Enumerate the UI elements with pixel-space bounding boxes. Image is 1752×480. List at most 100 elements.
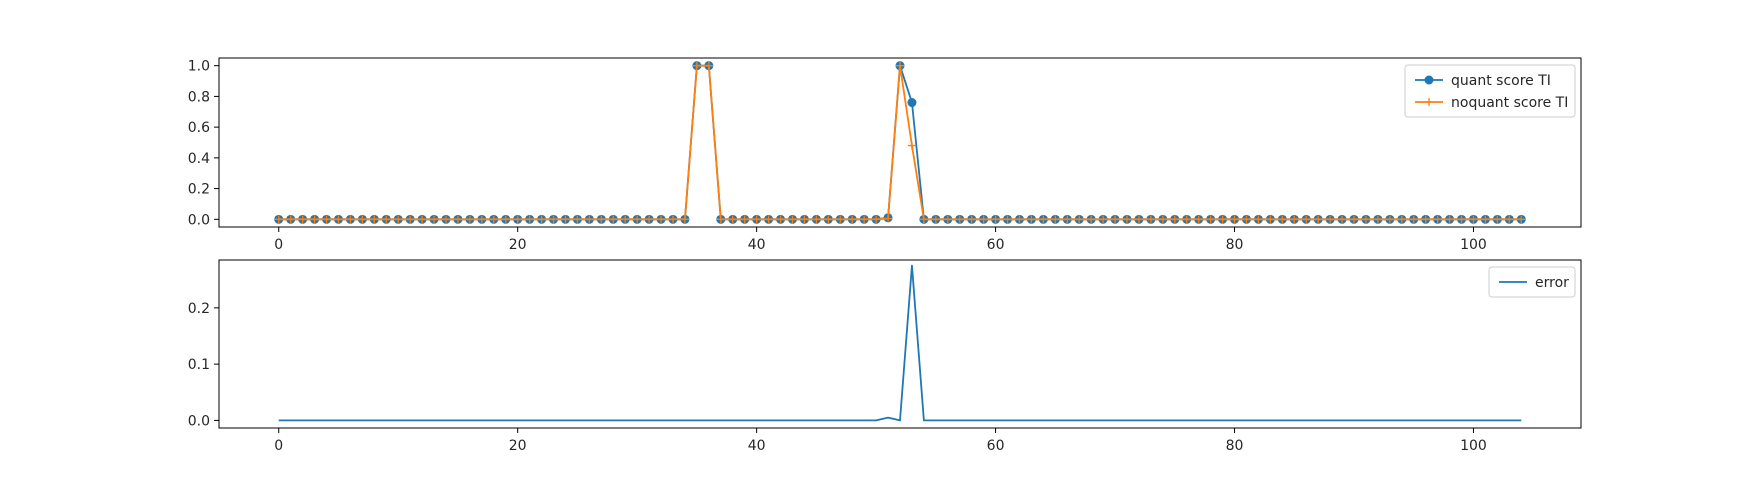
- x-tick-label: 0: [274, 438, 283, 454]
- data-point: [896, 61, 904, 70]
- data-point: [573, 215, 582, 224]
- data-point: [358, 215, 367, 224]
- data-point: [1505, 215, 1514, 224]
- data-point: [1326, 215, 1335, 224]
- x-tick-label: 20: [509, 438, 527, 454]
- data-point: [1015, 215, 1024, 224]
- legend-marker: [1425, 98, 1433, 106]
- data-point: [1409, 215, 1418, 224]
- data-point: [1182, 215, 1191, 224]
- legend-marker: [1424, 75, 1434, 85]
- data-point: [513, 215, 522, 224]
- data-point: [430, 215, 439, 224]
- data-point: [609, 215, 618, 224]
- y-tick-label: 0.0: [188, 413, 210, 429]
- axes-frame: [218, 259, 1582, 429]
- data-point: [1433, 215, 1442, 224]
- data-point: [1075, 215, 1084, 224]
- data-point: [442, 215, 450, 224]
- bottom-panel: 0 20 40 60 80 100 0.0 0.1 0.2 error: [188, 259, 1582, 454]
- data-point: [394, 215, 403, 224]
- x-tick-label: 40: [748, 237, 766, 253]
- data-point: [310, 215, 319, 224]
- y-tick-label: 0.2: [188, 182, 210, 198]
- data-point: [322, 215, 331, 224]
- y-tick-label: 0.1: [188, 357, 210, 373]
- axes-frame: [218, 57, 1582, 228]
- data-point: [1517, 215, 1526, 224]
- data-point: [860, 215, 869, 224]
- data-point: [561, 215, 570, 224]
- data-point: [907, 98, 917, 108]
- data-point: [1194, 215, 1203, 224]
- data-point: [1111, 215, 1120, 224]
- data-point: [1254, 215, 1263, 224]
- data-point: [1373, 215, 1382, 224]
- data-point: [919, 215, 928, 224]
- data-point: [1314, 215, 1323, 224]
- legend-box: [1404, 64, 1576, 118]
- y-tick-label: 1.0: [188, 59, 210, 75]
- data-point: [334, 215, 343, 224]
- y-tick-label: 0.0: [188, 212, 210, 228]
- data-point: [955, 215, 964, 224]
- data-point: [1170, 215, 1179, 224]
- data-point: [274, 215, 283, 224]
- y-tick-label: 0.8: [188, 89, 210, 105]
- data-point: [1063, 215, 1072, 224]
- data-point: [752, 215, 761, 224]
- data-point: [800, 215, 809, 224]
- data-point: [1338, 215, 1347, 224]
- x-tick-label: 100: [1460, 237, 1487, 253]
- data-point: [776, 215, 785, 224]
- data-point: [585, 215, 594, 224]
- data-point: [704, 61, 713, 70]
- data-point: [764, 215, 773, 224]
- data-point: [1027, 215, 1036, 224]
- data-point: [645, 215, 654, 224]
- y-tick-label: 0.4: [188, 151, 210, 167]
- data-point: [812, 215, 821, 224]
- data-point: [740, 215, 749, 224]
- y-tick-label: 0.2: [188, 301, 210, 317]
- data-point: [1051, 215, 1060, 224]
- data-point: [537, 215, 546, 224]
- x-tick-label: 60: [987, 237, 1005, 253]
- data-point: [1218, 215, 1227, 224]
- data-point: [824, 215, 833, 224]
- legend-label: error: [1535, 275, 1569, 291]
- data-point: [1493, 215, 1502, 224]
- data-point: [884, 214, 893, 223]
- data-point: [286, 215, 295, 224]
- data-point: [1469, 215, 1478, 224]
- data-point: [1457, 215, 1466, 224]
- data-point: [1242, 215, 1251, 224]
- data-point: [453, 215, 462, 224]
- data-point: [382, 215, 391, 224]
- data-point: [298, 215, 307, 224]
- legend-box: [1488, 266, 1576, 298]
- data-point: [1397, 215, 1406, 224]
- x-tick-label: 40: [748, 438, 766, 454]
- data-point: [1421, 215, 1430, 224]
- data-point: [657, 215, 666, 224]
- y-tick-label: 0.6: [188, 120, 210, 136]
- data-point: [967, 215, 976, 224]
- x-tick-label: 0: [274, 237, 283, 253]
- x-tick-label: 100: [1460, 438, 1487, 454]
- data-point: [1445, 215, 1454, 224]
- data-point: [669, 215, 677, 224]
- data-point: [1350, 215, 1358, 224]
- data-point: [418, 215, 427, 224]
- data-point: [525, 215, 534, 224]
- data-point: [1003, 215, 1012, 224]
- data-point: [692, 61, 701, 70]
- data-point: [1158, 215, 1167, 224]
- data-point: [1385, 215, 1394, 224]
- data-point: [788, 215, 797, 224]
- data-point: [1206, 215, 1215, 224]
- data-point: [633, 215, 642, 224]
- data-point: [1290, 215, 1299, 224]
- data-point: [872, 215, 881, 224]
